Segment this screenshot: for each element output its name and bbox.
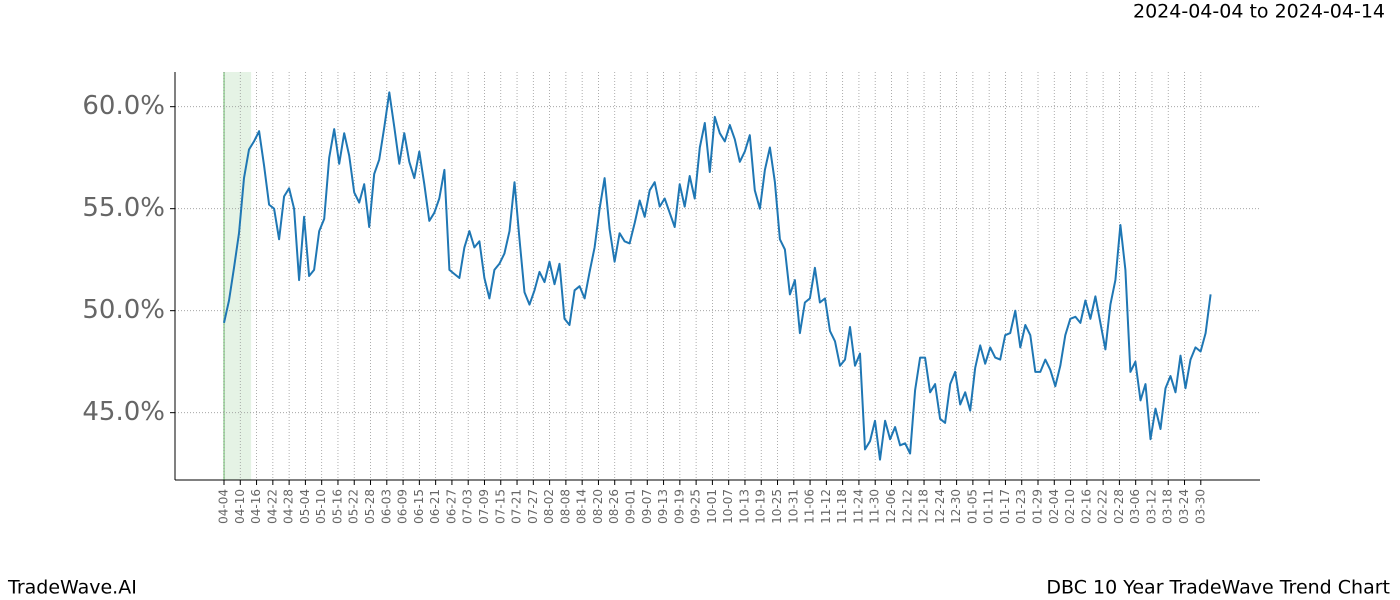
x-tick-label: 08-20 (591, 489, 605, 524)
x-tick-label: 10-13 (737, 489, 751, 524)
x-tick-label: 12-24 (933, 489, 947, 524)
x-tick-label: 10-25 (770, 489, 784, 524)
x-tick-label: 02-16 (1079, 489, 1093, 524)
x-tick-label: 11-30 (868, 489, 882, 524)
x-tick-label: 04-28 (282, 489, 296, 524)
x-tick-label: 05-10 (314, 489, 328, 524)
x-tick-label: 03-24 (1177, 489, 1191, 524)
x-tick-label: 06-09 (396, 489, 410, 524)
x-tick-label: 03-06 (1128, 489, 1142, 524)
x-tick-label: 09-13 (656, 489, 670, 524)
x-tick-label: 02-22 (1096, 489, 1110, 524)
x-tick-label: 08-26 (607, 489, 621, 524)
x-tick-label: 10-07 (721, 489, 735, 524)
x-tick-label: 11-12 (819, 489, 833, 524)
chart-title: 2024-04-04 to 2024-04-14 (1133, 1, 1385, 23)
x-tick-label: 04-10 (233, 489, 247, 524)
y-tick-label: 60.0% (82, 91, 165, 121)
x-tick-label: 06-27 (444, 489, 458, 524)
x-tick-label: 09-19 (672, 489, 686, 524)
x-tick-label: 02-10 (1063, 489, 1077, 524)
x-tick-label: 01-11 (982, 489, 996, 524)
x-tick-label: 03-12 (1144, 489, 1158, 524)
x-tick-label: 07-09 (477, 489, 491, 524)
x-tick-label: 05-22 (347, 489, 361, 524)
x-tick-label: 11-06 (803, 489, 817, 524)
x-tick-label: 12-18 (917, 489, 931, 524)
y-tick-label: 45.0% (82, 397, 165, 427)
x-tick-label: 01-17 (998, 489, 1012, 524)
x-tick-label: 12-06 (884, 489, 898, 524)
y-tick-label: 55.0% (82, 193, 165, 223)
x-tick-label: 07-15 (493, 489, 507, 524)
x-tick-label: 04-22 (265, 489, 279, 524)
x-tick-label: 10-01 (705, 489, 719, 524)
x-tick-label: 03-18 (1161, 489, 1175, 524)
x-tick-label: 09-07 (640, 489, 654, 524)
x-tick-label: 08-08 (558, 489, 572, 524)
x-tick-label: 08-14 (575, 489, 589, 524)
x-tick-label: 01-23 (1014, 489, 1028, 524)
data-line (223, 91, 1212, 461)
x-tick-label: 01-05 (965, 489, 979, 524)
x-tick-label: 01-29 (1031, 489, 1045, 524)
x-tick-label: 11-18 (835, 489, 849, 524)
x-tick-label: 07-27 (526, 489, 540, 524)
x-tick-label: 07-03 (461, 489, 475, 524)
x-tick-label: 09-01 (624, 489, 638, 524)
highlight-band (224, 72, 252, 480)
x-tick-label: 04-04 (217, 489, 231, 524)
x-tick-label: 09-25 (689, 489, 703, 524)
x-tick-label: 10-19 (754, 489, 768, 524)
footer-right: DBC 10 Year TradeWave Trend Chart (1046, 577, 1390, 599)
x-tick-label: 08-02 (542, 489, 556, 524)
x-tick-label: 05-04 (298, 489, 312, 524)
x-tick-label: 06-03 (379, 489, 393, 524)
x-tick-label: 06-15 (412, 489, 426, 524)
y-tick-label: 50.0% (82, 295, 165, 325)
x-tick-label: 03-30 (1193, 489, 1207, 524)
x-tick-label: 10-31 (786, 489, 800, 524)
x-tick-label: 02-04 (1047, 489, 1061, 524)
x-tick-label: 12-12 (900, 489, 914, 524)
x-tick-label: 07-21 (510, 489, 524, 524)
x-tick-label: 04-16 (249, 489, 263, 524)
x-tick-label: 02-28 (1112, 489, 1126, 524)
x-tick-label: 12-30 (949, 489, 963, 524)
footer-left: TradeWave.AI (7, 577, 137, 599)
x-tick-label: 05-16 (330, 489, 344, 524)
x-tick-label: 11-24 (851, 489, 865, 524)
x-tick-label: 06-21 (428, 489, 442, 524)
x-tick-label: 05-28 (363, 489, 377, 524)
